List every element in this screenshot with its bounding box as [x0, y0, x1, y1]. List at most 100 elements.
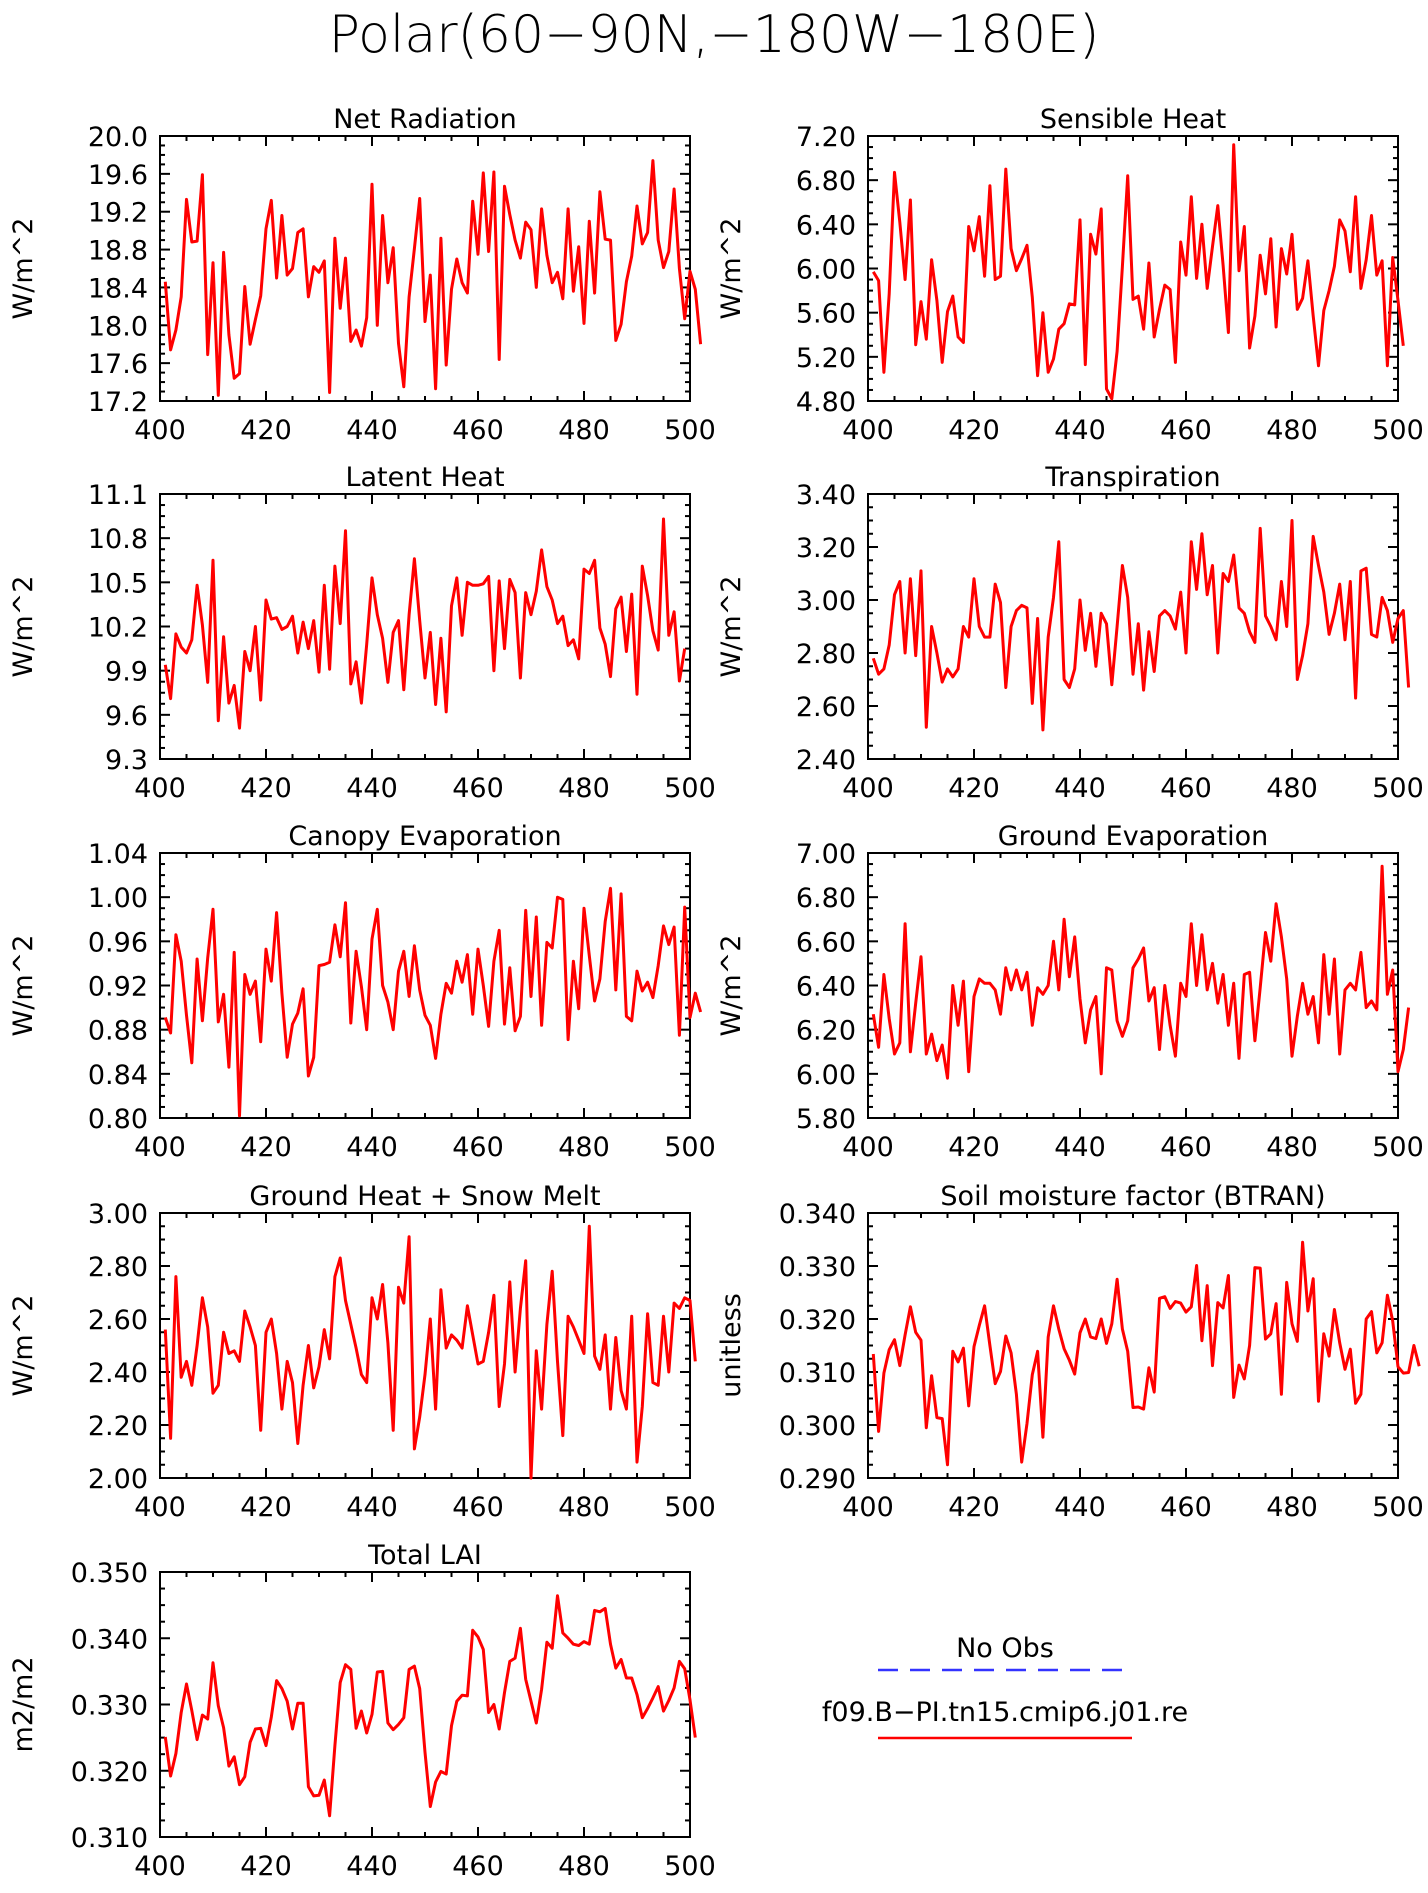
- x-tick-label: 400: [842, 773, 894, 804]
- y-tick-label: 6.80: [796, 883, 856, 914]
- y-tick-label: 0.80: [88, 1104, 148, 1135]
- x-tick-label: 440: [1054, 1132, 1106, 1163]
- y-tick-label: 9.3: [105, 745, 148, 776]
- y-tick-label: 3.40: [796, 480, 856, 511]
- x-tick-label: 400: [134, 1492, 186, 1523]
- x-tick-label: 480: [558, 1492, 610, 1523]
- legend-model-label: f09.B−PI.tn15.cmip6.j01.re: [822, 1697, 1188, 1728]
- x-tick-label: 400: [134, 773, 186, 804]
- y-tick-label: 5.20: [796, 343, 856, 374]
- x-tick-label: 460: [1160, 773, 1212, 804]
- y-tick-label: 0.350: [71, 1558, 148, 1589]
- y-axis-label: W/m^2: [8, 576, 39, 678]
- y-tick-label: 6.40: [796, 972, 856, 1003]
- legend-obs-label: No Obs: [956, 1633, 1054, 1664]
- x-tick-label: 500: [664, 773, 716, 804]
- x-tick-label: 420: [948, 773, 1000, 804]
- panel-title: Net Radiation: [333, 104, 517, 135]
- x-tick-label: 500: [1372, 1132, 1424, 1163]
- x-tick-label: 460: [1160, 1132, 1212, 1163]
- panel-8: Soil moisture factor (BTRAN) unitless 400 4…: [716, 1181, 1424, 1523]
- x-tick-label: 480: [1266, 773, 1318, 804]
- x-tick-label: 420: [948, 415, 1000, 446]
- x-tick-label: 480: [558, 1851, 610, 1882]
- x-tick-label: 400: [842, 415, 894, 446]
- y-tick-label: 10.8: [88, 524, 148, 555]
- x-tick-label: 400: [842, 1492, 894, 1523]
- x-tick-label: 420: [240, 1132, 292, 1163]
- x-tick-label: 500: [664, 1851, 716, 1882]
- y-tick-label: 2.40: [88, 1358, 148, 1389]
- y-tick-label: 0.290: [779, 1464, 856, 1495]
- y-tick-label: 0.340: [71, 1624, 148, 1655]
- x-tick-label: 480: [1266, 1132, 1318, 1163]
- x-tick-label: 460: [1160, 1492, 1212, 1523]
- panel-title: Canopy Evaporation: [288, 821, 561, 852]
- x-tick-label: 500: [664, 1492, 716, 1523]
- x-tick-label: 400: [134, 1132, 186, 1163]
- panel-2: Sensible Heat W/m^2 400 420 440 460 480 500 4.80…: [716, 104, 1424, 446]
- x-tick-label: 500: [1372, 415, 1424, 446]
- y-tick-label: 5.80: [796, 1104, 856, 1135]
- y-axis-label: W/m^2: [8, 935, 39, 1037]
- series-line: [871, 864, 1411, 1080]
- y-tick-label: 10.2: [88, 613, 148, 644]
- panels-group: Net Radiation W/m^2 400 420 440 460 480 500 17.2…: [8, 104, 1424, 1882]
- series-line: [163, 1594, 697, 1818]
- y-tick-label: 18.8: [88, 236, 148, 267]
- x-tick-label: 460: [452, 1492, 504, 1523]
- x-tick-label: 440: [346, 415, 398, 446]
- y-tick-label: 17.6: [88, 349, 148, 380]
- panel-title: Total LAI: [367, 1540, 482, 1571]
- panel-title: Sensible Heat: [1040, 104, 1226, 135]
- panel-title: Transpiration: [1044, 462, 1220, 493]
- panel-9: Total LAI m2/m2 400 420 440 460 480 500 0.310 0.3…: [8, 1540, 716, 1882]
- y-axis-label: W/m^2: [8, 218, 39, 320]
- y-tick-label: 3.00: [88, 1199, 148, 1230]
- y-tick-label: 9.6: [105, 701, 148, 732]
- x-tick-label: 440: [346, 1132, 398, 1163]
- x-tick-label: 440: [346, 1851, 398, 1882]
- y-tick-label: 0.340: [779, 1199, 856, 1230]
- panel-5: Canopy Evaporation W/m^2 400 420 440 460 480 50…: [8, 821, 716, 1163]
- x-tick-label: 480: [558, 1132, 610, 1163]
- x-tick-label: 500: [664, 415, 716, 446]
- y-tick-label: 6.20: [796, 1016, 856, 1047]
- y-tick-label: 2.80: [796, 639, 856, 670]
- y-tick-label: 18.0: [88, 311, 148, 342]
- y-tick-label: 2.80: [88, 1252, 148, 1283]
- x-tick-label: 420: [240, 415, 292, 446]
- panel-1: Net Radiation W/m^2 400 420 440 460 480 500 17.2…: [8, 104, 716, 446]
- figure-title: Polar(60−90N,−180W−180E): [329, 5, 1100, 65]
- y-tick-label: 20.0: [88, 122, 148, 153]
- x-tick-label: 500: [664, 1132, 716, 1163]
- y-tick-label: 1.00: [88, 883, 148, 914]
- series-line: [872, 143, 1405, 401]
- y-axis-label: m2/m2: [8, 1656, 39, 1752]
- y-tick-label: 6.60: [796, 927, 856, 958]
- y-tick-label: 6.40: [796, 210, 856, 241]
- y-tick-label: 0.330: [779, 1252, 856, 1283]
- x-tick-label: 460: [452, 415, 504, 446]
- x-tick-label: 480: [1266, 1492, 1318, 1523]
- series-line: [163, 1224, 697, 1480]
- y-tick-label: 1.04: [88, 839, 148, 870]
- series-line: [163, 517, 687, 730]
- series-line: [163, 159, 703, 397]
- x-tick-label: 460: [452, 773, 504, 804]
- y-tick-label: 4.80: [796, 387, 856, 418]
- y-tick-label: 6.80: [796, 166, 856, 197]
- y-tick-label: 2.00: [88, 1464, 148, 1495]
- y-tick-label: 6.00: [796, 1060, 856, 1091]
- x-tick-label: 440: [1054, 1492, 1106, 1523]
- y-axis-label: W/m^2: [716, 218, 747, 320]
- x-tick-label: 440: [1054, 773, 1106, 804]
- y-tick-label: 0.310: [71, 1823, 148, 1854]
- y-tick-label: 0.96: [88, 927, 148, 958]
- y-axis-label: W/m^2: [716, 935, 747, 1037]
- panel-title: Ground Evaporation: [998, 821, 1269, 852]
- x-tick-label: 400: [134, 415, 186, 446]
- y-tick-label: 0.320: [71, 1757, 148, 1788]
- x-tick-label: 460: [1160, 415, 1212, 446]
